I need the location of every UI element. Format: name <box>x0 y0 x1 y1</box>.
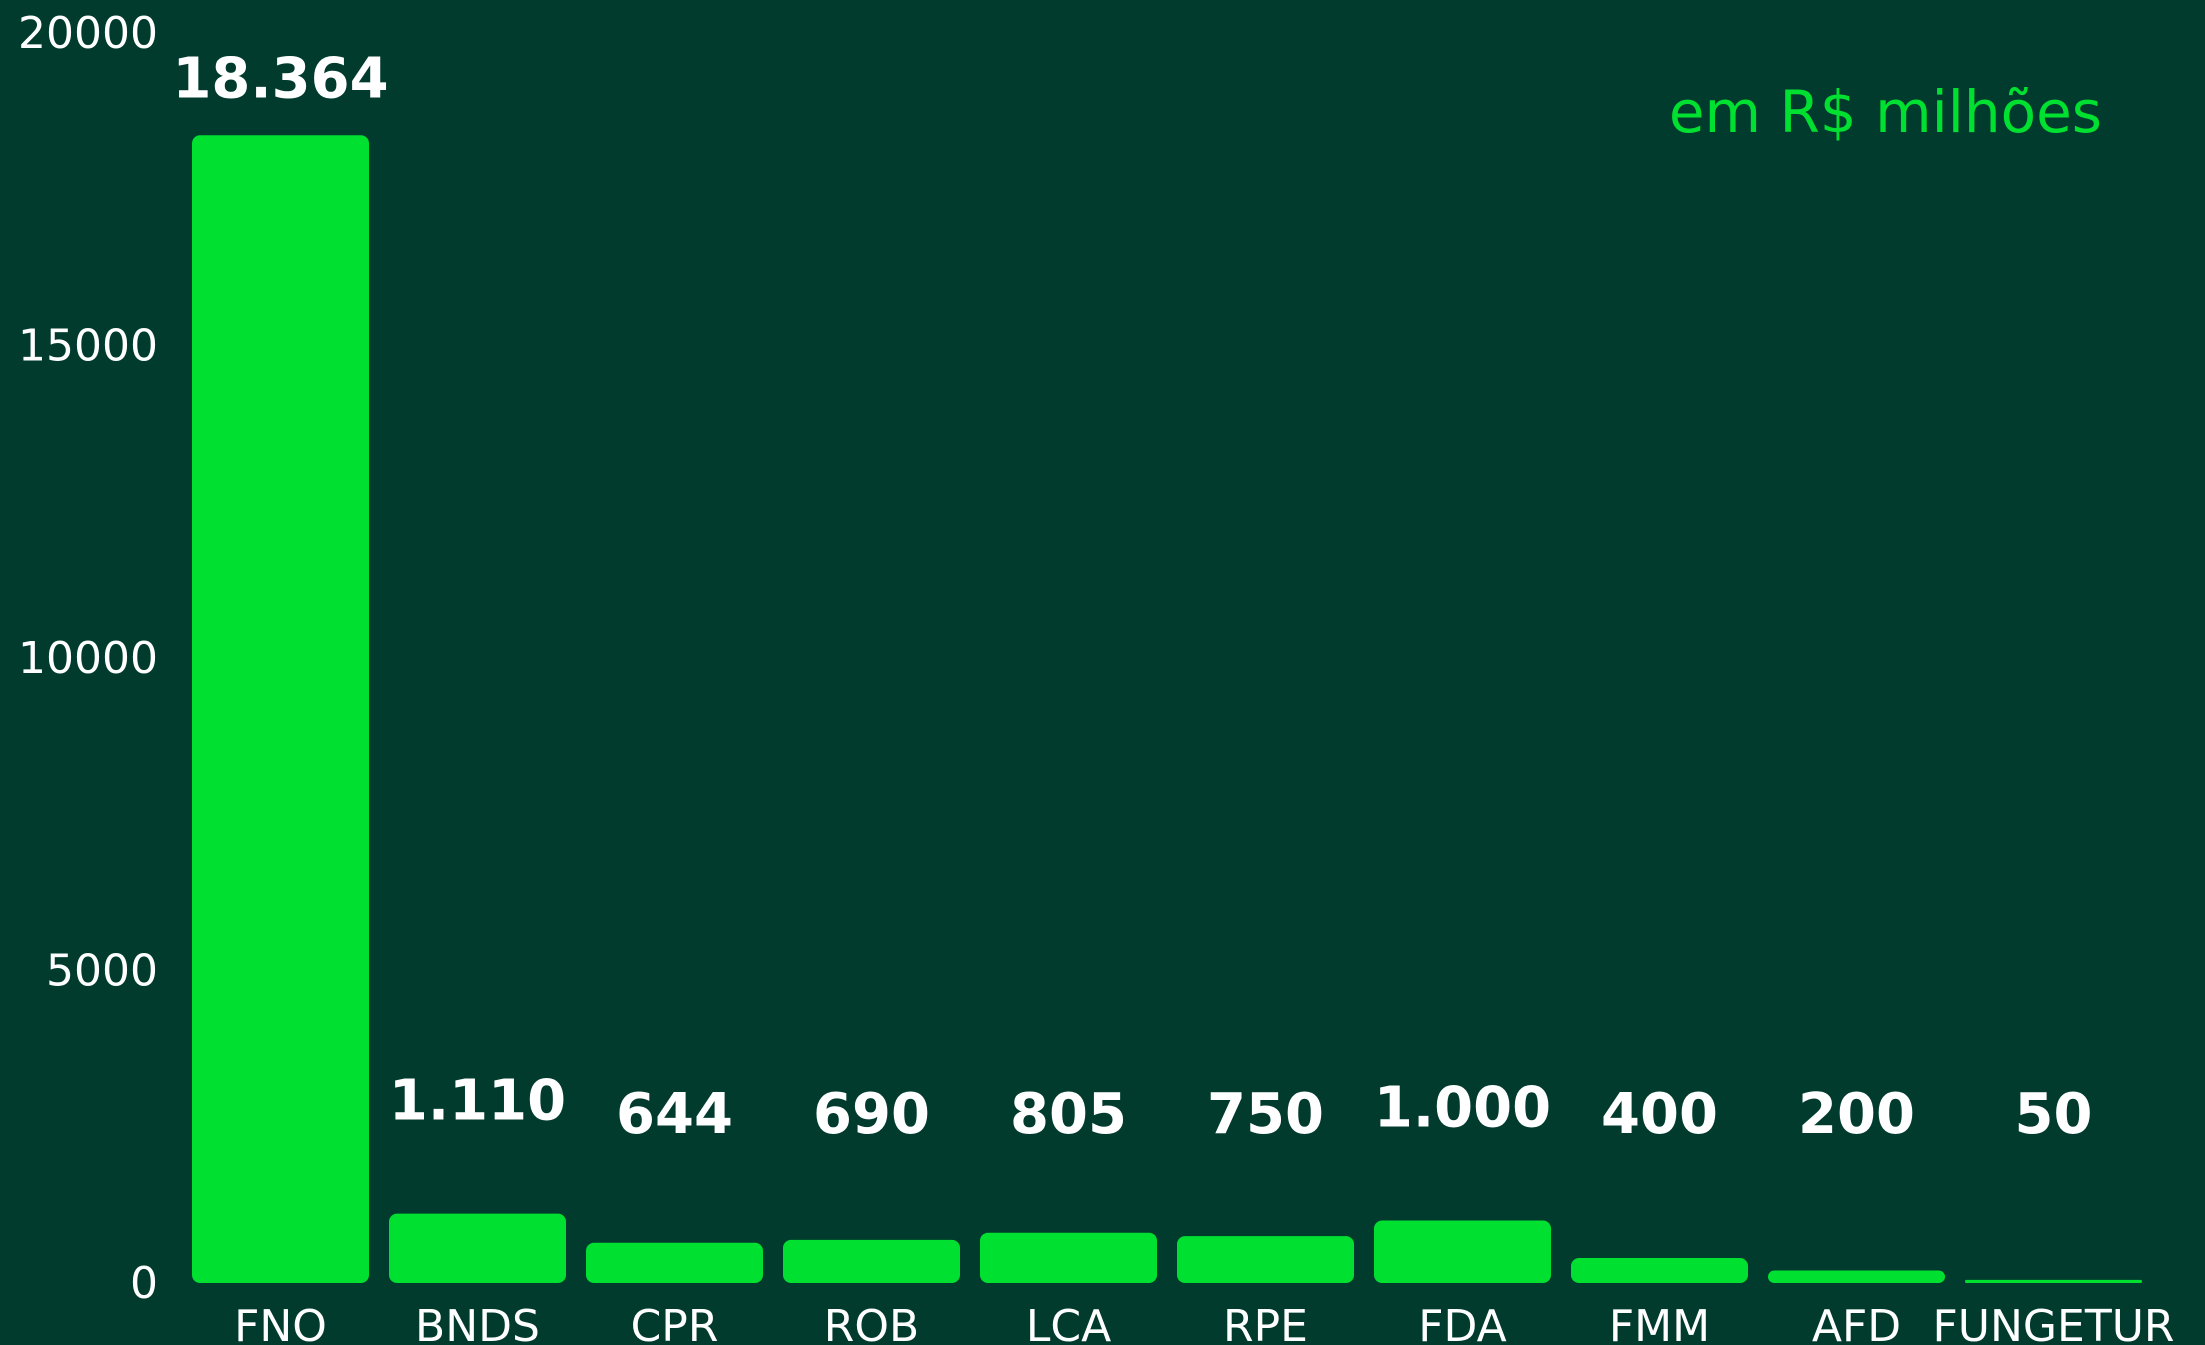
bar-bnds <box>389 1213 566 1283</box>
x-tick-label: LCA <box>1026 1301 1111 1345</box>
bar-afd <box>1768 1270 1945 1283</box>
x-tick-label: BNDS <box>415 1301 540 1345</box>
bar-rpe <box>1177 1236 1354 1283</box>
bar-fno <box>192 135 369 1283</box>
x-tick-label: RPE <box>1223 1301 1308 1345</box>
bars <box>192 135 2142 1283</box>
y-tick-label: 10000 <box>18 633 158 684</box>
x-tick-label: FDA <box>1418 1301 1507 1345</box>
bar-cpr <box>586 1242 763 1283</box>
x-tick-label: FNO <box>234 1301 327 1345</box>
x-tick-label: AFD <box>1812 1301 1901 1345</box>
bar-rob <box>783 1239 960 1283</box>
y-tick-label: 15000 <box>18 321 158 372</box>
y-axis: 0 5000 10000 15000 20000 <box>18 8 158 1309</box>
data-labels: 18.364 1.110 644 690 805 750 1.000 400 200 50 <box>172 46 2092 1147</box>
bar-fda <box>1374 1220 1551 1283</box>
data-label: 400 <box>1601 1082 1718 1147</box>
data-label: 805 <box>1010 1082 1127 1147</box>
data-label: 644 <box>616 1082 733 1147</box>
y-tick-label: 5000 <box>46 946 158 997</box>
x-axis: FNO BNDS CPR ROB LCA RPE FDA FMM AFD FUNGETUR <box>234 1301 2174 1345</box>
x-tick-label: CPR <box>631 1301 719 1345</box>
data-label: 1.110 <box>389 1069 566 1134</box>
bar-fmm <box>1571 1258 1748 1283</box>
data-label: 18.364 <box>172 46 388 111</box>
bar-lca <box>980 1232 1157 1283</box>
data-label: 50 <box>2015 1082 2093 1147</box>
bar-fungetur <box>1965 1279 2142 1283</box>
unit-note: em R$ milhões <box>1669 78 2102 146</box>
data-label: 690 <box>813 1082 930 1147</box>
x-tick-label: FUNGETUR <box>1933 1301 2175 1345</box>
data-label: 200 <box>1798 1082 1915 1147</box>
data-label: 1.000 <box>1374 1076 1551 1141</box>
x-tick-label: ROB <box>824 1301 919 1345</box>
y-tick-label: 0 <box>130 1258 158 1309</box>
y-tick-label: 20000 <box>18 8 158 59</box>
data-label: 750 <box>1207 1082 1324 1147</box>
x-tick-label: FMM <box>1609 1301 1710 1345</box>
